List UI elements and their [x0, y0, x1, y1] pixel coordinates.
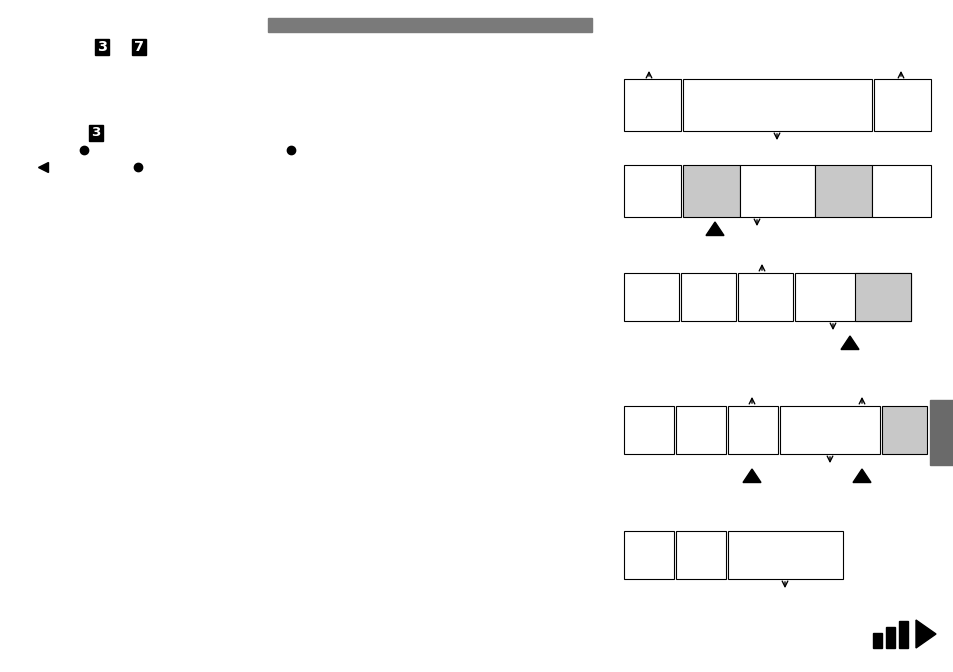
- Bar: [854, 273, 910, 321]
- Text: 3: 3: [91, 126, 101, 140]
- Polygon shape: [705, 222, 723, 235]
- Polygon shape: [841, 336, 858, 349]
- Bar: [727, 531, 842, 579]
- Bar: [871, 165, 930, 217]
- Bar: [738, 273, 792, 321]
- Bar: [676, 406, 725, 454]
- Bar: [90, 125, 103, 141]
- Bar: [929, 400, 953, 465]
- Bar: [727, 406, 778, 454]
- Bar: [873, 79, 930, 131]
- Bar: [872, 633, 882, 648]
- Polygon shape: [852, 469, 870, 482]
- Bar: [814, 165, 871, 217]
- Bar: [885, 627, 894, 648]
- Bar: [682, 165, 740, 217]
- Polygon shape: [915, 620, 935, 648]
- Polygon shape: [742, 469, 760, 482]
- Bar: [268, 18, 592, 32]
- Text: 3: 3: [97, 40, 107, 54]
- Bar: [94, 38, 109, 56]
- Text: 7: 7: [133, 40, 144, 54]
- Bar: [794, 273, 910, 321]
- Bar: [132, 38, 146, 56]
- Bar: [680, 273, 735, 321]
- Bar: [623, 273, 679, 321]
- Bar: [682, 79, 871, 131]
- Bar: [898, 621, 907, 648]
- Bar: [623, 79, 680, 131]
- Bar: [623, 406, 673, 454]
- Bar: [780, 406, 879, 454]
- Bar: [740, 165, 814, 217]
- Bar: [676, 531, 725, 579]
- Bar: [623, 531, 673, 579]
- Bar: [623, 165, 680, 217]
- Bar: [882, 406, 926, 454]
